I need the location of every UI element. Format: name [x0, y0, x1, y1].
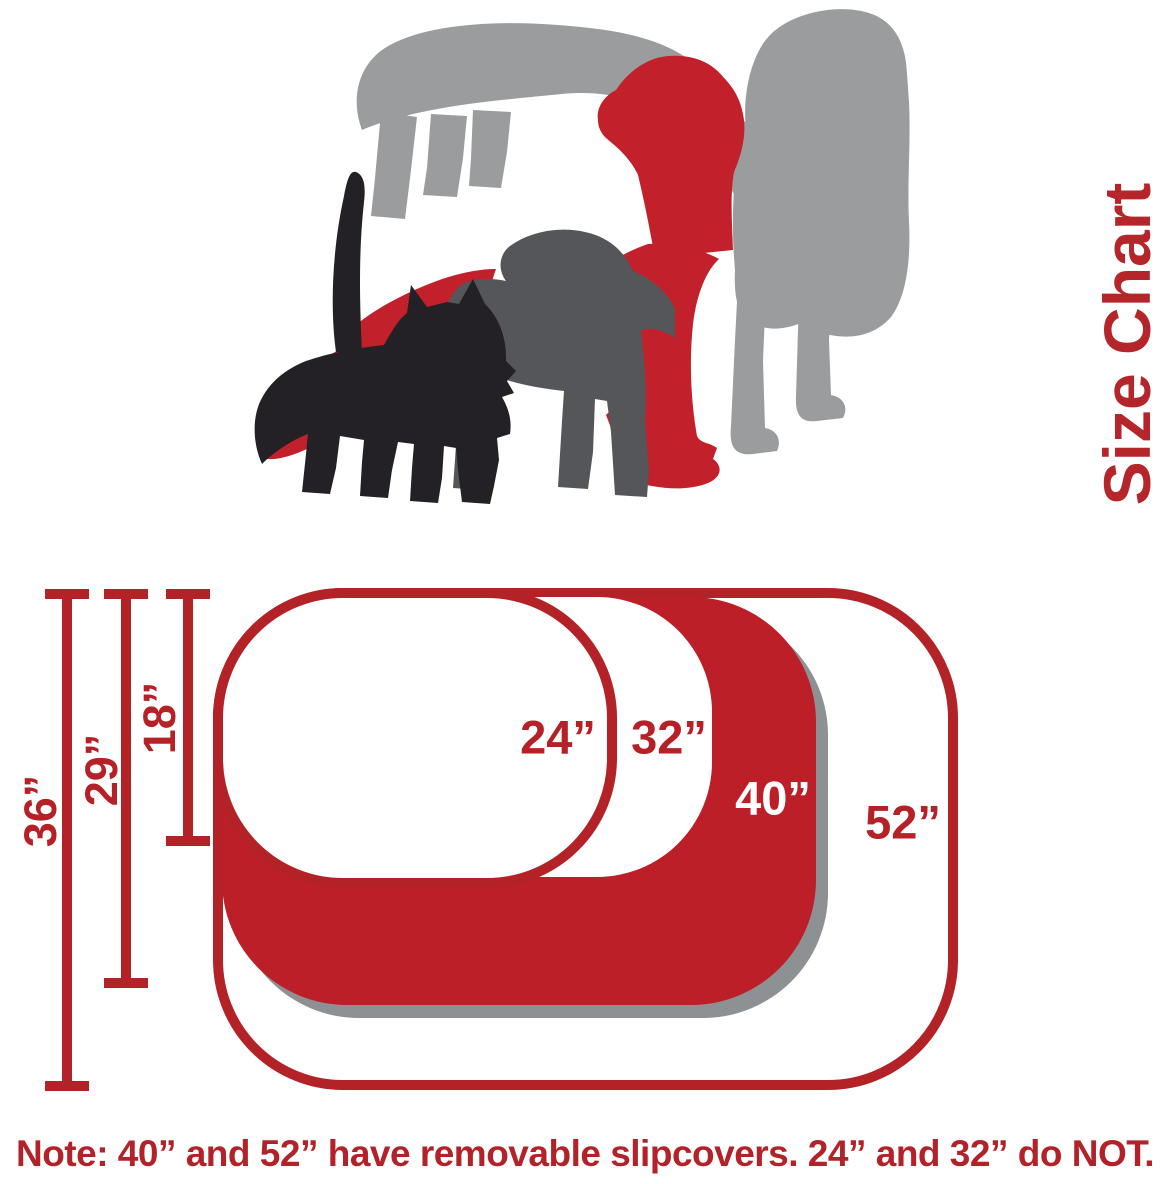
dog-silhouettes-graphic	[254, 9, 910, 504]
dimension-bar-18-bottom-cap	[166, 836, 210, 846]
slipcover-note: Note: 40” and 52” have removable slipcov…	[15, 1133, 1155, 1174]
dimension-bar-29-line	[121, 592, 131, 986]
dimension-bar-18-line	[183, 592, 193, 844]
dark-gray-dog-silhouette	[446, 229, 675, 497]
dimension-bar-36-bottom-cap	[45, 1081, 89, 1091]
black-terrier-silhouette	[254, 171, 516, 504]
giant-gray-dog-silhouette	[730, 9, 910, 455]
bed-24-outline	[213, 588, 617, 888]
dimension-label-36: 36”	[15, 774, 66, 848]
bed-label-24: 24”	[520, 710, 596, 764]
bed-label-40: 40”	[735, 771, 811, 825]
dimension-bar-18-top-cap	[166, 589, 210, 599]
dimension-bar-36-line	[62, 592, 72, 1090]
bed-label-52: 52”	[865, 795, 941, 849]
dimension-bar-36-top-cap	[45, 589, 89, 599]
bed-label-32: 32”	[631, 710, 707, 764]
dimension-label-18: 18”	[134, 681, 185, 755]
size-chart-title: Size Chart	[1090, 182, 1164, 506]
dimension-label-29: 29”	[76, 733, 127, 807]
dimension-bar-29-top-cap	[104, 589, 148, 599]
dimension-bar-29-bottom-cap	[104, 978, 148, 988]
